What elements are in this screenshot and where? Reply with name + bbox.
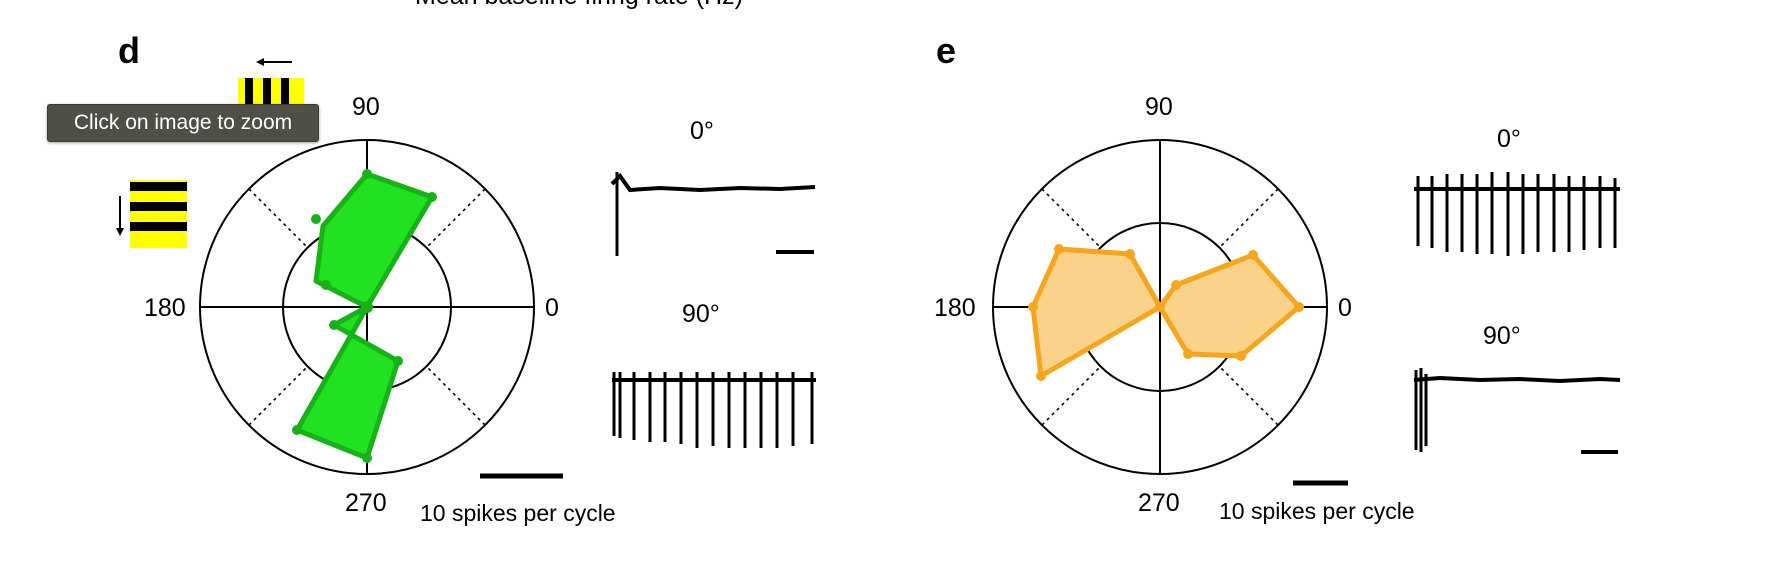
tuning-polygon-e-right [1157, 252, 1302, 359]
figure-title-cropped: Mean baseline firing rate (Hz) [415, 0, 743, 11]
tuning-points-e [1028, 244, 1304, 381]
panel-letter-d: d [118, 30, 140, 71]
trace-label-90deg: 90° [682, 300, 720, 328]
scale-label-e: 10 spikes per cycle [1219, 498, 1415, 524]
zoom-tooltip: Click on image to zoom [47, 104, 319, 142]
tuning-points-d [292, 169, 437, 463]
stimulus-horizontal-grating-icon [116, 180, 187, 248]
axis-label-0: 0 [1338, 294, 1352, 322]
axis-label-90: 90 [1145, 93, 1173, 121]
tuning-polygon-e-left [1030, 246, 1163, 379]
polar-plot-d[interactable] [199, 139, 563, 479]
tuning-polygon-d-lower [294, 304, 401, 461]
axis-label-270: 270 [1138, 489, 1180, 517]
scale-label-d: 10 spikes per cycle [420, 500, 616, 526]
trace-e-0deg[interactable] [1414, 172, 1620, 256]
axis-label-180: 180 [144, 294, 186, 322]
trace-label-0deg: 0° [690, 117, 714, 145]
tuning-polygon-d [313, 171, 435, 310]
axis-label-90: 90 [352, 93, 380, 121]
trace-e-90deg[interactable] [1413, 368, 1621, 454]
stimulus-vertical-grating-icon [238, 58, 304, 110]
panel-letter-e: e [936, 30, 957, 71]
trace-label-0deg: 0° [1497, 125, 1521, 153]
axis-label-180: 180 [934, 294, 976, 322]
axis-label-0: 0 [545, 294, 559, 322]
polar-plot-e[interactable] [992, 139, 1348, 486]
trace-label-90deg: 90° [1483, 322, 1521, 350]
trace-d-0deg[interactable] [610, 172, 816, 256]
trace-d-90deg[interactable] [612, 372, 816, 448]
axis-label-270: 270 [345, 489, 387, 517]
